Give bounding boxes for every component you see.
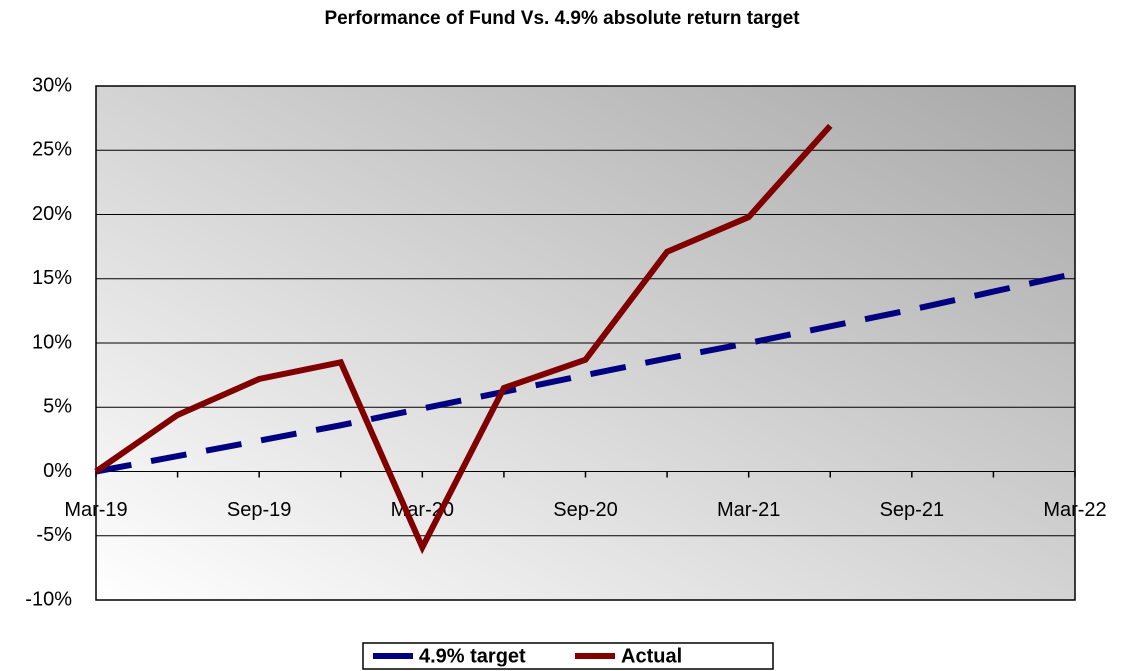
y-tick-label: -10% (25, 588, 72, 610)
legend (362, 642, 774, 670)
x-tick-label: Mar-19 (64, 499, 127, 521)
chart-title: Performance of Fund Vs. 4.9% absolute re… (324, 8, 800, 29)
x-tick-label: Mar-22 (1043, 499, 1106, 521)
series-line (94, 123, 833, 555)
y-tick-label: 15% (32, 267, 72, 289)
y-tick-label: 0% (43, 460, 72, 482)
y-tick-label: -5% (36, 524, 72, 546)
y-tick-label: 20% (32, 203, 72, 225)
y-tick-label: 10% (32, 331, 72, 353)
y-tick-label: 5% (43, 396, 72, 418)
legend-box (362, 642, 774, 670)
y-tick-label: 30% (32, 74, 72, 96)
legend-label: 4.9% target (419, 645, 526, 667)
x-tick-label: Sep-20 (553, 499, 618, 521)
x-tick-label: Sep-19 (227, 499, 292, 521)
legend-label: Actual (621, 645, 682, 667)
x-tick-label: Sep-21 (880, 499, 945, 521)
x-tick-label: Mar-21 (717, 499, 780, 521)
y-tick-label: 25% (32, 139, 72, 161)
